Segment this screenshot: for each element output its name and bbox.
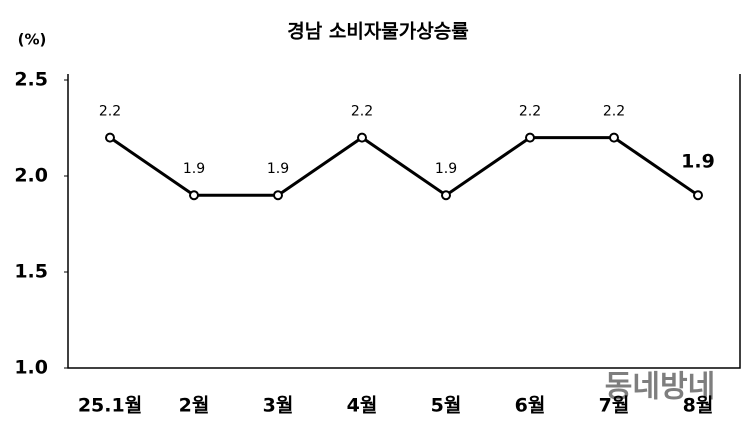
point [105, 132, 115, 143]
point [357, 132, 367, 143]
x-tick-label: 2월 [179, 395, 210, 417]
x-tick-label: 7월 [599, 395, 630, 417]
data-label: 1.9 [183, 161, 205, 177]
x-tick-label: 5월 [431, 395, 462, 417]
x-tick-label: 8월 [683, 395, 714, 417]
point [441, 190, 451, 201]
y-tick-label: 1.0 [14, 357, 48, 379]
data-label: 1.9 [681, 151, 715, 173]
point [525, 132, 535, 143]
data-label: 2.2 [519, 104, 541, 120]
data-label: 2.2 [603, 104, 625, 120]
data-label: 2.2 [99, 104, 121, 120]
data-label: 2.2 [351, 104, 373, 120]
point [189, 190, 199, 201]
data-label: 1.9 [267, 161, 289, 177]
y-tick-label: 2.0 [14, 165, 48, 187]
point [693, 190, 703, 201]
watermark: 동네방네 [605, 370, 715, 405]
plot-frame [67, 74, 741, 369]
chart-title: 경남 소비자물가상승률 [287, 21, 468, 43]
x-tick-label: 25.1월 [78, 395, 142, 417]
x-tick-label: 3월 [263, 395, 294, 417]
point [609, 132, 619, 143]
y-tick-label: 2.5 [14, 69, 48, 91]
y-tick-label: 1.5 [14, 261, 48, 283]
point [273, 190, 283, 201]
x-tick-label: 4월 [347, 395, 378, 417]
data-label: 1.9 [435, 161, 457, 177]
x-tick-label: 6월 [515, 395, 546, 417]
series-line [109, 135, 699, 198]
y-unit: (%) [18, 31, 47, 49]
